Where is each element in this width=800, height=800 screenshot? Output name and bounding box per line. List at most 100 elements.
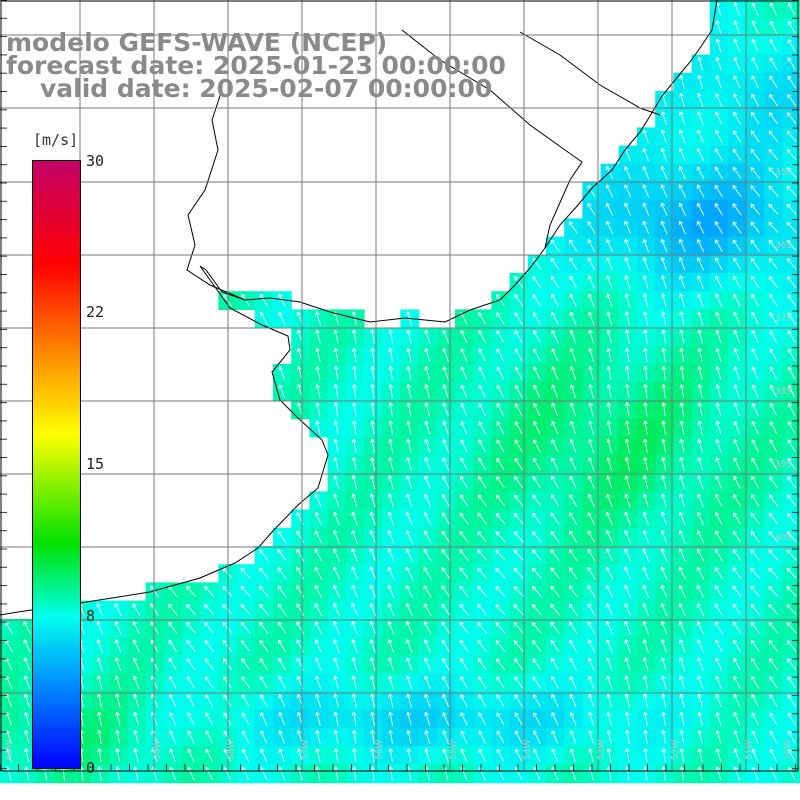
wind-arrow — [660, 566, 668, 580]
wind-arrow — [551, 330, 559, 344]
wind-arrow — [768, 167, 779, 179]
wind-arrow — [606, 384, 612, 399]
wind-arrow — [369, 584, 377, 599]
wind-arrow — [460, 475, 468, 489]
wind-arrow — [786, 130, 797, 143]
longitude-label: 50W — [783, 740, 793, 760]
wind-arrow — [351, 530, 358, 544]
wind-arrow — [714, 530, 723, 544]
wind-arrow — [569, 311, 577, 326]
wind-arrow — [605, 621, 614, 635]
wind-arrow — [424, 730, 431, 744]
wind-arrow — [460, 730, 468, 744]
wind-arrow — [496, 748, 505, 762]
wind-arrow — [696, 184, 705, 198]
wind-arrow — [750, 585, 761, 598]
wind-arrow — [96, 621, 104, 635]
wind-arrow — [241, 748, 250, 762]
wind-arrow — [514, 712, 523, 726]
wind-arrow — [679, 347, 685, 362]
wind-arrow — [750, 239, 760, 252]
wind-arrow — [696, 129, 705, 144]
wind-arrow — [787, 457, 796, 471]
speed-cell — [782, 72, 800, 92]
wind-arrow — [333, 347, 339, 362]
wind-arrow — [714, 603, 723, 616]
wind-arrow — [532, 312, 541, 325]
wind-arrow — [624, 311, 630, 326]
wind-arrow — [568, 567, 578, 580]
wind-arrow — [605, 220, 614, 234]
wind-arrow — [643, 729, 648, 745]
wind-arrow — [624, 548, 632, 562]
wind-arrow — [751, 657, 760, 671]
wind-arrow — [532, 293, 542, 307]
wind-arrow — [514, 658, 524, 671]
wind-arrow — [424, 711, 431, 726]
wind-arrow — [23, 693, 30, 708]
wind-arrow — [642, 584, 650, 599]
wind-arrow — [787, 20, 796, 34]
wind-arrow — [733, 730, 741, 744]
wind-arrow — [768, 257, 779, 270]
wind-arrow — [733, 675, 741, 689]
wind-arrow — [606, 657, 613, 672]
wind-arrow — [678, 111, 686, 126]
wind-arrow — [606, 693, 613, 708]
speed-cell — [782, 691, 800, 711]
wind-arrow — [333, 329, 339, 344]
wind-arrow — [551, 366, 559, 380]
colorbar-tick: 15 — [86, 455, 105, 473]
speed-cell — [782, 309, 800, 329]
wind-arrow — [733, 275, 741, 289]
wind-arrow — [496, 402, 505, 416]
latitude-label: 36S — [775, 241, 792, 251]
wind-arrow — [642, 548, 650, 562]
wind-arrow — [133, 748, 139, 763]
wind-arrow — [278, 748, 285, 763]
wind-arrow — [787, 38, 796, 52]
wind-arrow — [678, 530, 686, 544]
speed-cell — [782, 327, 800, 347]
map-grid — [0, 0, 799, 771]
wind-arrow — [278, 730, 286, 744]
wind-arrow — [406, 438, 412, 453]
wind-arrow — [278, 712, 286, 726]
wind-arrow — [624, 365, 630, 381]
wind-arrow — [606, 420, 612, 435]
wind-arrow — [588, 347, 594, 362]
wind-arrow — [678, 238, 686, 253]
wind-vectors — [5, 2, 797, 781]
wind-arrow — [768, 130, 779, 143]
wind-arrow — [315, 420, 321, 435]
wind-arrow — [204, 585, 215, 598]
wind-arrow — [624, 530, 632, 544]
wind-arrow — [714, 148, 723, 162]
longitude-label: 53W — [597, 740, 607, 760]
wind-arrow — [333, 748, 339, 763]
wind-arrow — [715, 275, 723, 289]
wind-arrow — [351, 475, 358, 490]
wind-arrow — [751, 93, 760, 107]
coastline — [0, 0, 718, 616]
wind-arrow — [369, 475, 376, 490]
wind-arrow — [769, 75, 778, 89]
wind-arrow — [370, 711, 375, 726]
wind-arrow — [277, 530, 287, 543]
wind-arrow — [533, 384, 541, 398]
wind-arrow — [513, 531, 524, 543]
wind-arrow — [387, 566, 395, 580]
wind-arrow — [732, 530, 742, 543]
wind-arrow — [351, 602, 359, 617]
wind-arrow — [769, 694, 778, 707]
wind-arrow — [277, 548, 287, 562]
wind-arrow — [442, 457, 450, 471]
wind-arrow — [96, 602, 104, 617]
longitude-labels: 60W 59W 58W 57W 56W 55W 54W 53W 52W 51W 50W — [5, 740, 793, 760]
wind-arrow — [624, 657, 631, 672]
wind-arrow — [314, 621, 322, 635]
wind-arrow — [715, 657, 723, 671]
wind-arrow — [733, 494, 741, 507]
wind-arrow — [314, 584, 323, 598]
wind-arrow — [769, 20, 778, 34]
